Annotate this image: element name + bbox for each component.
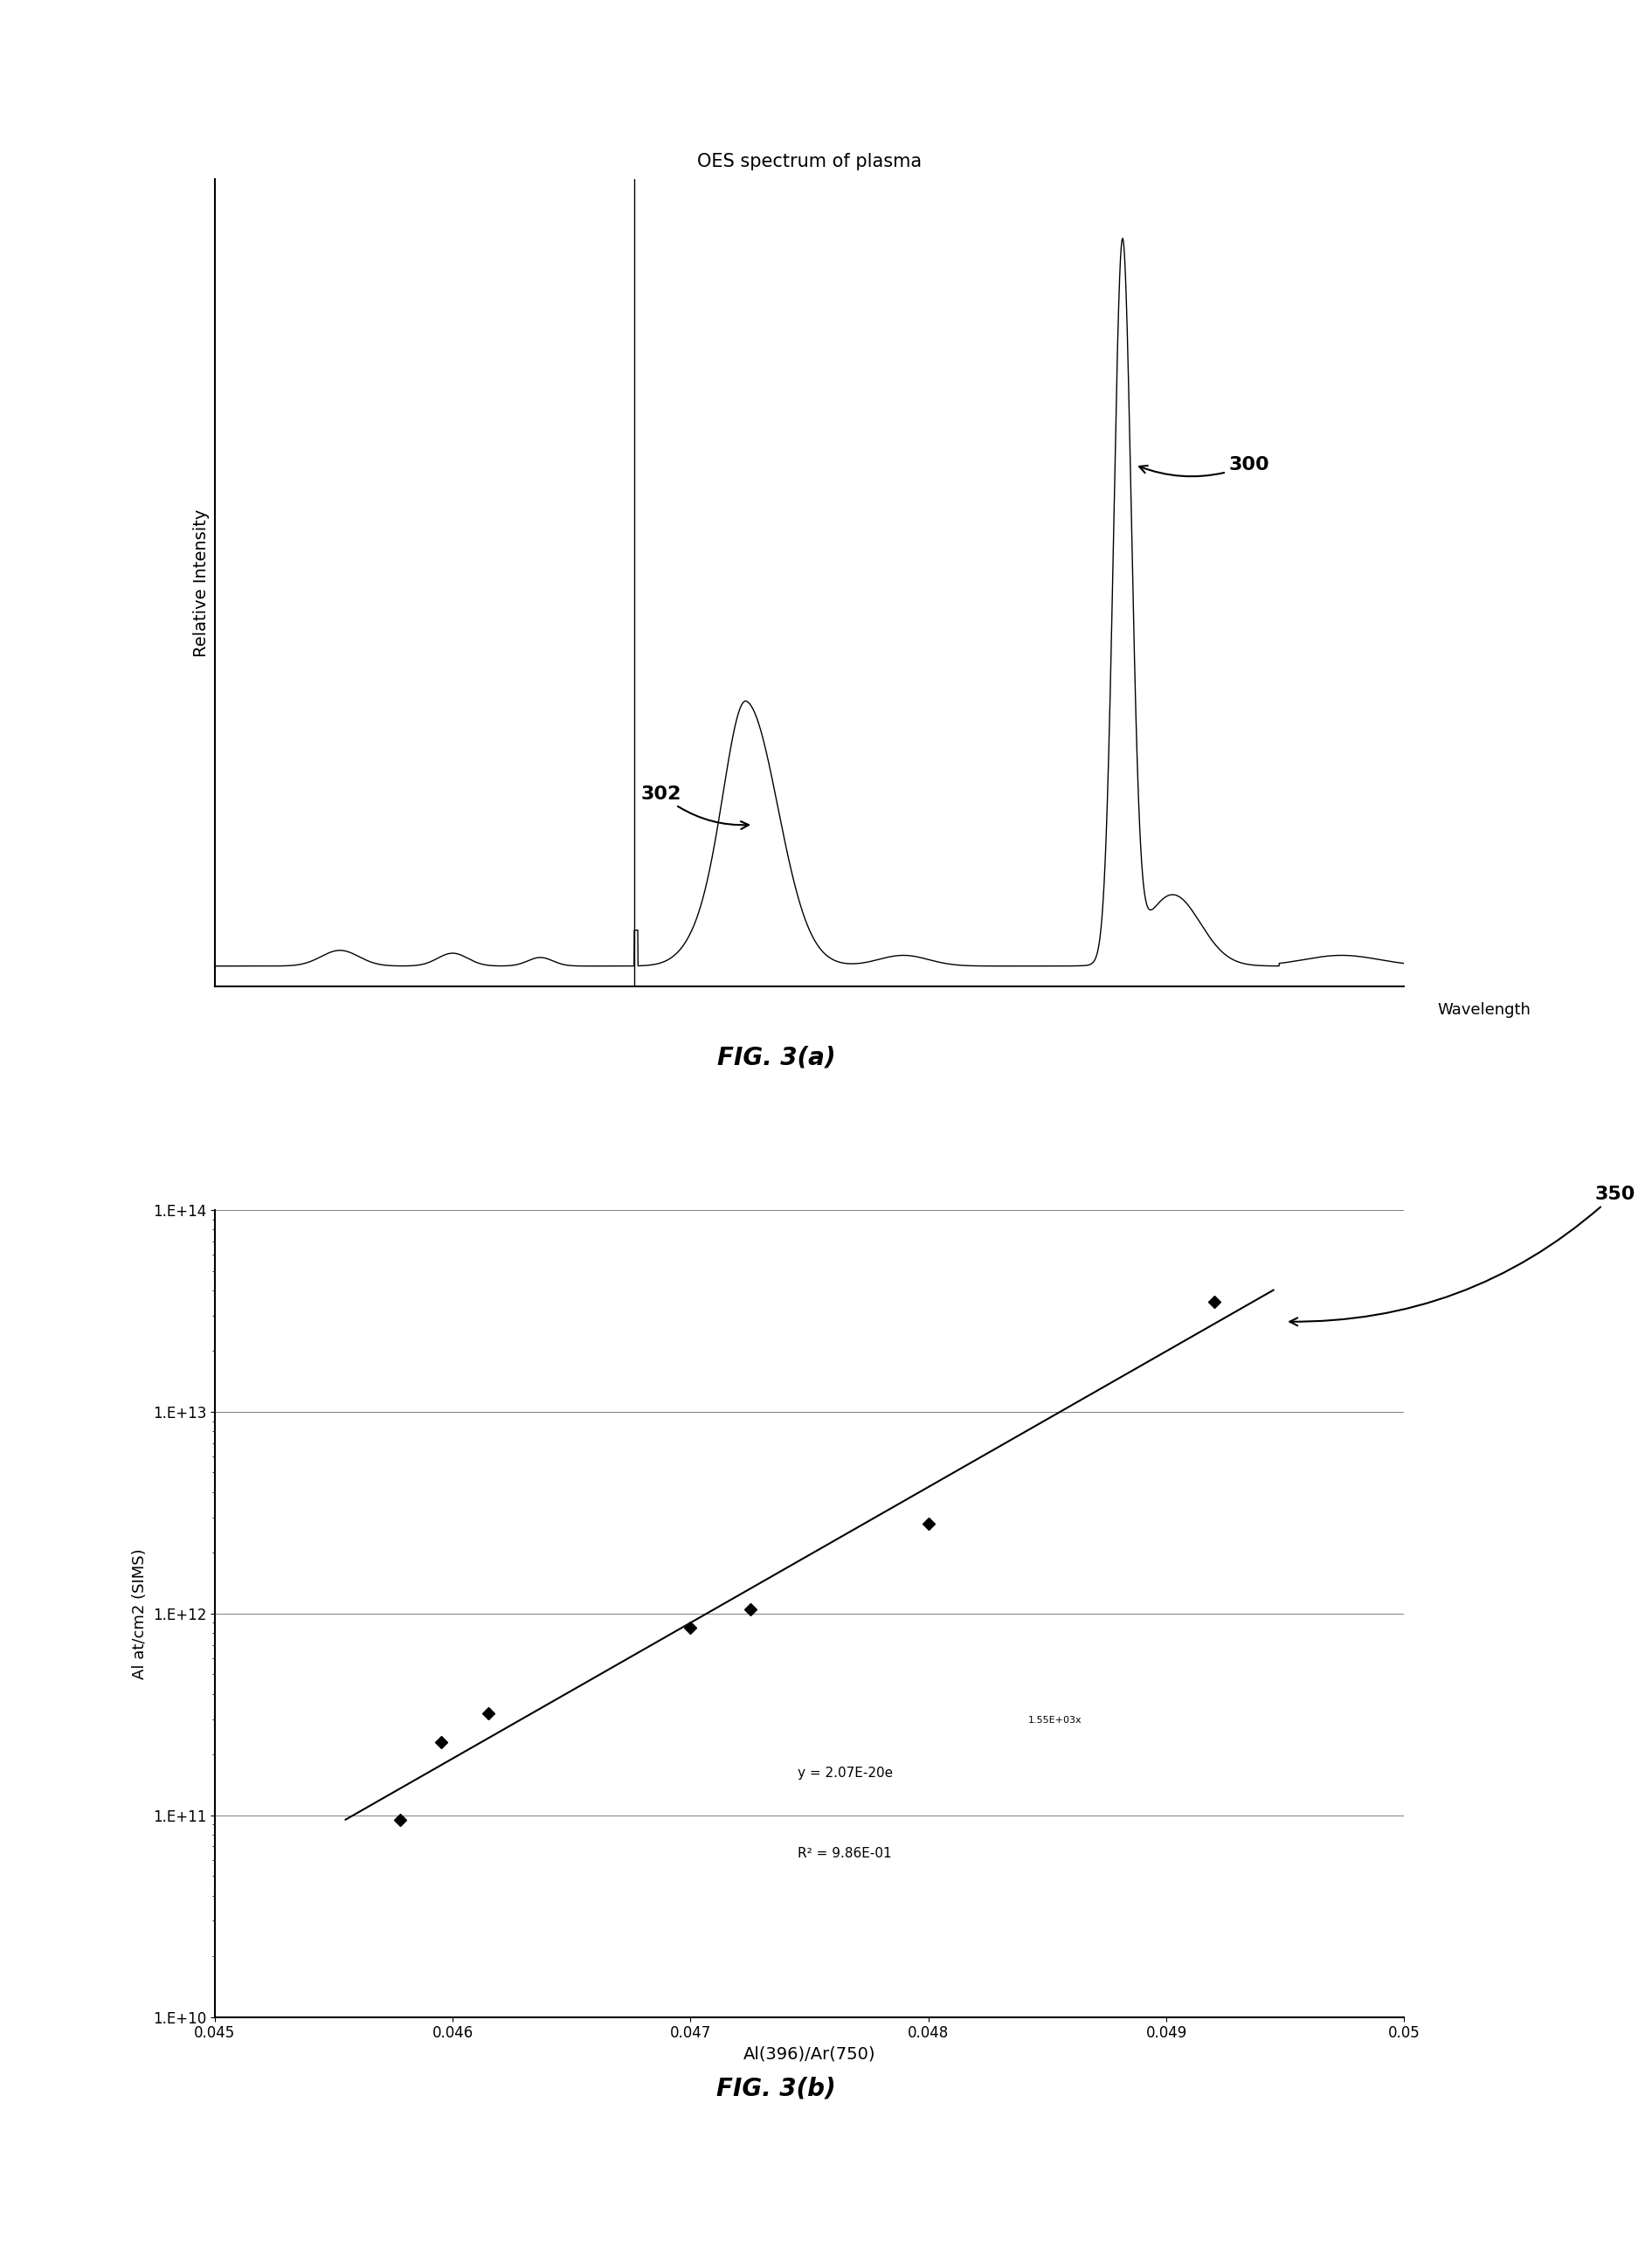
Text: y = 2.07E-20e: y = 2.07E-20e [798,1766,894,1779]
Y-axis label: Al at/cm2 (SIMS): Al at/cm2 (SIMS) [132,1549,147,1679]
Title: OES spectrum of plasma: OES spectrum of plasma [697,152,922,170]
Text: 302: 302 [641,784,748,829]
Text: R² = 9.86E-01: R² = 9.86E-01 [798,1847,892,1860]
Y-axis label: Relative Intensity: Relative Intensity [193,509,210,657]
Text: FIG. 3(a): FIG. 3(a) [717,1047,836,1069]
Text: Wavelength: Wavelength [1437,1002,1531,1017]
Text: 350: 350 [1290,1185,1635,1327]
X-axis label: Al(396)/Ar(750): Al(396)/Ar(750) [743,2046,876,2062]
Text: 1.55E+03x: 1.55E+03x [1028,1717,1082,1726]
Text: 300: 300 [1140,457,1270,477]
Text: FIG. 3(b): FIG. 3(b) [717,2077,836,2100]
